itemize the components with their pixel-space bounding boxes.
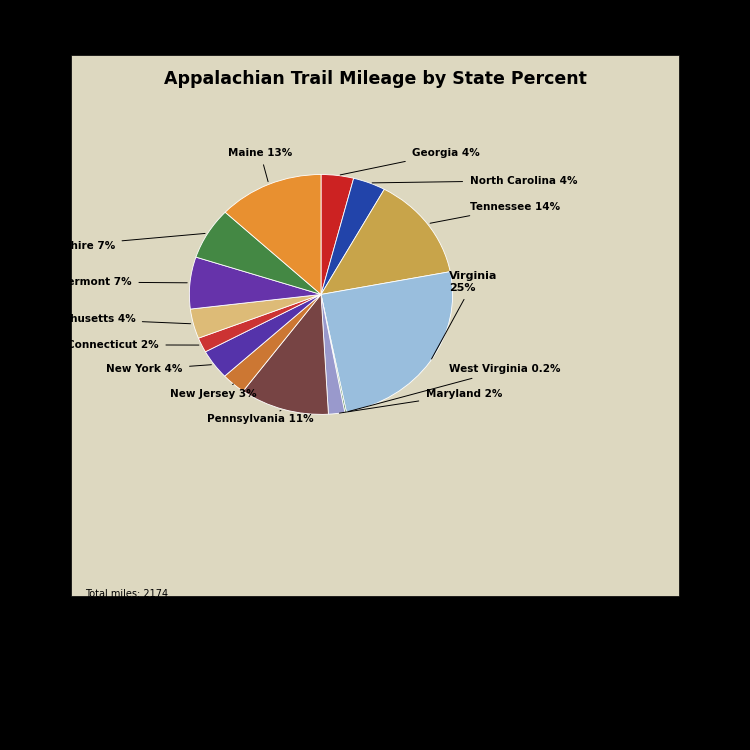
Wedge shape xyxy=(321,272,452,412)
Text: North Carolina 4%: North Carolina 4% xyxy=(372,176,577,186)
Wedge shape xyxy=(243,295,328,414)
FancyBboxPatch shape xyxy=(71,55,679,596)
Text: New Jersey 3%: New Jersey 3% xyxy=(170,384,256,399)
Wedge shape xyxy=(321,178,384,295)
Text: Maine 13%: Maine 13% xyxy=(228,148,292,182)
Text: Connecticut 2%: Connecticut 2% xyxy=(68,340,199,350)
Text: Pennsylvania 11%: Pennsylvania 11% xyxy=(207,410,314,424)
Wedge shape xyxy=(196,212,321,295)
Wedge shape xyxy=(199,295,321,352)
Wedge shape xyxy=(190,295,321,338)
Text: Source: purebound.com: Source: purebound.com xyxy=(85,628,202,638)
Text: Georgia 4%: Georgia 4% xyxy=(340,148,480,175)
Text: New York 4%: New York 4% xyxy=(106,364,211,374)
Text: Tennessee 14%: Tennessee 14% xyxy=(430,202,560,223)
Text: Virginia
25%: Virginia 25% xyxy=(431,272,498,359)
Wedge shape xyxy=(225,295,321,391)
Text: Maryland 2%: Maryland 2% xyxy=(340,389,502,413)
Wedge shape xyxy=(321,189,450,295)
Text: Massachusetts 4%: Massachusetts 4% xyxy=(27,314,190,324)
Wedge shape xyxy=(321,295,345,414)
Wedge shape xyxy=(225,175,321,295)
Text: Total miles: 2174: Total miles: 2174 xyxy=(85,589,168,598)
Wedge shape xyxy=(321,175,354,295)
Wedge shape xyxy=(190,257,321,309)
Text: Appalachian Trail Mileage by State Percent: Appalachian Trail Mileage by State Perce… xyxy=(164,70,586,88)
Text: Vermont 7%: Vermont 7% xyxy=(60,278,188,287)
Text: New Hampshire 7%: New Hampshire 7% xyxy=(1,233,205,251)
Wedge shape xyxy=(206,295,321,376)
Text: Note: The sum of the percents is 100.2% because of rounding: Note: The sum of the percents is 100.2% … xyxy=(85,609,388,619)
Wedge shape xyxy=(321,295,346,412)
Text: West Virginia 0.2%: West Virginia 0.2% xyxy=(348,364,561,412)
